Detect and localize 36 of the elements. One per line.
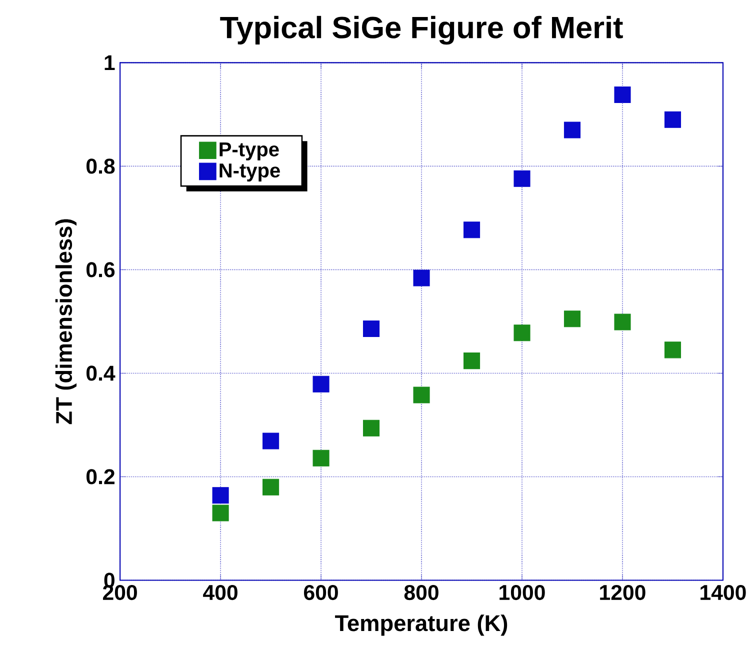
point bbox=[262, 478, 280, 496]
point bbox=[614, 86, 631, 103]
point bbox=[564, 122, 581, 138]
y-tick-label: 1 bbox=[104, 55, 115, 70]
chart-title: Typical SiGe Figure of Merit bbox=[220, 16, 623, 45]
point bbox=[312, 450, 330, 466]
point bbox=[463, 352, 480, 369]
x-axis-title: Temperature (K) bbox=[335, 614, 508, 636]
point bbox=[614, 314, 631, 330]
y-tick-label: 0.8 bbox=[86, 158, 115, 174]
point bbox=[413, 270, 430, 286]
y-tick-label: 0.2 bbox=[86, 469, 114, 484]
y-tick-label: 0.6 bbox=[86, 262, 115, 278]
point bbox=[564, 310, 581, 328]
x-tick-label: 1400 bbox=[700, 584, 746, 600]
point bbox=[212, 504, 229, 522]
point bbox=[514, 324, 530, 341]
x-tick-label: 1200 bbox=[600, 584, 646, 600]
y-tick-label: 0.4 bbox=[86, 366, 116, 381]
point bbox=[262, 432, 280, 450]
legend-label: P-type bbox=[220, 142, 279, 160]
point bbox=[363, 320, 380, 337]
point bbox=[463, 221, 480, 238]
point bbox=[664, 111, 682, 128]
point bbox=[363, 420, 380, 436]
x-tick-label: 400 bbox=[203, 584, 238, 600]
point bbox=[212, 486, 229, 504]
x-tick-label: 600 bbox=[304, 584, 338, 600]
legend-label: N-type bbox=[220, 163, 280, 182]
point bbox=[514, 170, 530, 187]
x-tick-label: 1000 bbox=[500, 584, 545, 600]
point bbox=[312, 376, 330, 392]
point bbox=[413, 386, 430, 404]
y-axis-title: ZT (dimensionless) bbox=[55, 219, 77, 424]
x-tick-label: 800 bbox=[404, 584, 438, 600]
point bbox=[664, 342, 682, 358]
